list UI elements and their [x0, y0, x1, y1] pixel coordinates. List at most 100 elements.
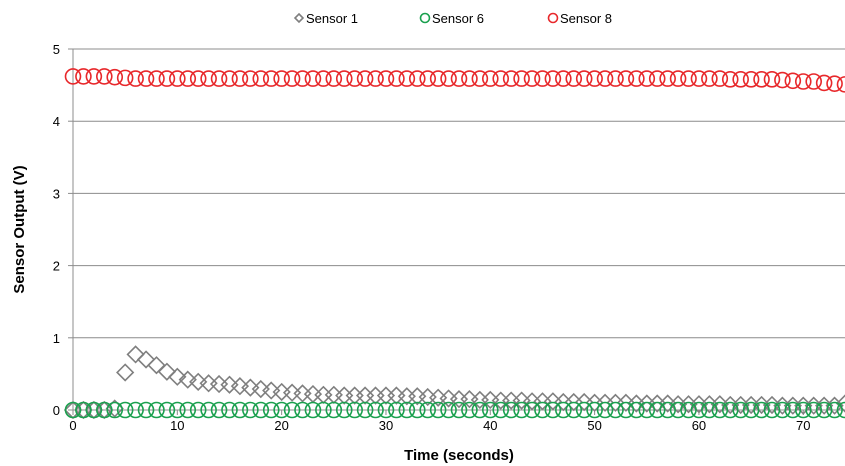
data-point	[262, 70, 280, 87]
axes	[68, 48, 845, 415]
legend: Sensor 1 Sensor 6 Sensor 8	[293, 11, 612, 26]
data-point	[742, 71, 760, 88]
data-point	[294, 401, 311, 419]
data-point	[732, 71, 749, 88]
data-point	[628, 70, 645, 87]
data-point	[492, 70, 510, 87]
data-point	[607, 70, 624, 87]
series-layer	[63, 68, 845, 420]
data-point	[106, 68, 124, 86]
data-point	[137, 70, 155, 87]
data-point	[805, 73, 823, 90]
data-point	[815, 401, 833, 419]
x-tick-label: 40	[483, 418, 497, 433]
data-point	[680, 401, 697, 419]
x-axis-title: Time (seconds)	[404, 447, 514, 464]
legend-marker	[547, 12, 559, 24]
data-point	[127, 70, 144, 87]
data-point	[252, 401, 270, 419]
data-point	[116, 363, 135, 382]
data-point	[148, 70, 165, 87]
data-point	[106, 401, 124, 419]
data-point	[398, 401, 416, 419]
y-axis-title: Sensor Output (V)	[11, 165, 28, 293]
data-point	[252, 70, 270, 87]
data-point	[648, 401, 666, 419]
x-tick-label: 60	[692, 418, 706, 433]
data-point	[784, 72, 802, 90]
data-point	[210, 70, 228, 87]
data-point	[64, 401, 82, 419]
data-point	[544, 401, 562, 419]
data-point	[283, 401, 301, 419]
data-point	[794, 401, 812, 419]
data-point	[158, 401, 176, 419]
data-point	[220, 375, 239, 394]
data-point	[158, 70, 176, 87]
data-point	[544, 70, 562, 87]
data-point	[794, 73, 812, 90]
data-point	[200, 401, 217, 419]
data-point	[356, 401, 374, 419]
data-point	[419, 401, 437, 419]
data-point	[304, 401, 322, 419]
data-point	[136, 350, 156, 369]
data-point	[836, 76, 845, 93]
data-point	[335, 386, 354, 405]
data-point	[85, 68, 103, 85]
data-point	[315, 401, 332, 419]
data-point	[502, 70, 520, 87]
series-sensor-6	[64, 401, 845, 419]
data-point	[85, 401, 103, 419]
data-point	[95, 68, 113, 85]
legend-label: Sensor 1	[306, 11, 358, 26]
data-point	[763, 71, 781, 88]
data-point	[303, 384, 323, 404]
data-point	[148, 401, 165, 419]
data-point	[659, 401, 676, 419]
data-point	[231, 70, 249, 87]
legend-label: Sensor 6	[432, 11, 484, 26]
data-point	[210, 401, 228, 419]
data-point	[137, 401, 155, 419]
data-point	[95, 401, 113, 419]
data-point	[440, 401, 457, 419]
data-point	[669, 401, 687, 419]
data-point	[701, 401, 718, 419]
data-point	[387, 386, 406, 405]
data-point	[481, 70, 499, 87]
data-point	[262, 381, 281, 400]
data-point	[262, 401, 280, 419]
data-point	[481, 401, 499, 419]
data-point	[335, 70, 353, 87]
data-point	[513, 401, 530, 419]
data-point	[763, 401, 781, 419]
data-point	[324, 385, 343, 404]
x-tick-label: 10	[170, 418, 184, 433]
data-point	[492, 401, 510, 419]
data-point	[116, 401, 134, 419]
data-point	[450, 70, 468, 87]
data-point	[169, 70, 186, 87]
data-point	[377, 401, 395, 419]
x-tick-label: 50	[587, 418, 601, 433]
data-point	[346, 401, 363, 419]
data-point	[189, 401, 207, 419]
data-point	[168, 367, 187, 386]
data-point	[273, 401, 290, 419]
data-point	[367, 70, 384, 87]
legend-marker	[419, 12, 431, 24]
x-tick-label: 20	[274, 418, 288, 433]
data-point	[471, 401, 489, 419]
x-tick-label: 0	[69, 418, 76, 433]
data-point	[753, 401, 770, 419]
data-point	[732, 401, 749, 419]
data-point	[753, 71, 770, 88]
data-point	[157, 362, 177, 381]
data-point	[690, 401, 708, 419]
data-point	[555, 70, 572, 87]
data-point	[189, 70, 207, 87]
data-point	[408, 70, 426, 87]
data-point	[283, 70, 301, 87]
data-point	[293, 384, 312, 403]
